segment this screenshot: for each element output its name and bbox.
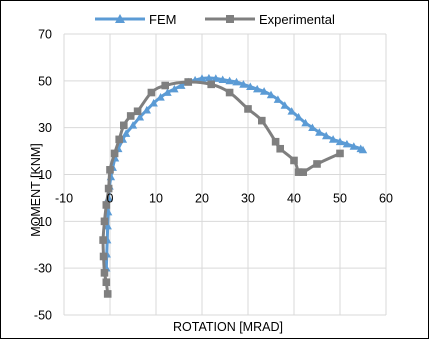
point-experimental [258,116,266,125]
point-experimental [110,149,119,158]
x-tick-label: 50 [333,191,347,205]
point-experimental [120,121,128,130]
series-line-experimental [101,80,342,296]
point-experimental [102,278,111,287]
point-experimental [244,105,252,113]
point-fem [358,145,368,154]
point-fem [315,128,324,136]
point-fem [218,75,227,84]
x-tick-label: 20 [195,191,209,205]
point-experimental [103,290,112,298]
point-experimental [102,201,111,209]
legend-fem-label: FEM [149,12,176,27]
point-experimental [271,137,280,146]
point-fem [253,84,262,93]
point-experimental [294,168,303,176]
point-fem [322,131,331,140]
point-experimental [126,112,135,120]
point-fem [301,118,310,127]
point-fem [266,90,276,99]
legend-experimental-label: Experimental [259,12,335,27]
point-fem [335,137,345,146]
point-fem [232,77,241,86]
point-fem [308,123,317,132]
point-fem [177,81,186,89]
point-fem [211,74,220,82]
point-experimental [225,88,234,97]
x-tick-label: 30 [241,191,255,205]
y-tick-label: -30 [34,262,52,276]
y-tick-label: 30 [38,121,52,135]
point-fem [246,82,255,91]
point-fem [128,121,138,129]
point-experimental [276,144,284,153]
point-experimental [184,78,192,86]
point-experimental [100,269,109,277]
x-tick-label: 0 [107,191,114,205]
point-fem [197,74,207,82]
point-experimental [115,135,123,144]
point-experimental [313,160,321,168]
y-tick-label: -50 [34,309,52,323]
x-tick-label: 10 [149,191,163,205]
legend: FEM Experimental [95,12,335,27]
series-line-fem [104,76,365,270]
point-fem [259,87,269,95]
point-experimental [299,168,307,176]
x-axis-title: ROTATION [MRAD] [173,320,283,334]
point-experimental [133,107,142,116]
y-tick-label: 50 [38,74,52,88]
x-tick-label: 60 [379,191,393,205]
point-fem [149,98,158,107]
point-fem [239,80,248,88]
point-fem [156,93,165,101]
point-fem [342,139,352,148]
point-fem [328,135,338,143]
point-fem [349,142,358,150]
point-fem [204,73,214,82]
legend-fem-marker [115,14,125,23]
y-tick-label: 10 [38,168,52,182]
point-fem [135,112,145,121]
point-fem [225,76,234,85]
point-experimental [104,184,113,193]
point-experimental [106,166,114,174]
y-axis-title: MOMENT [KNM] [29,143,43,237]
point-experimental [336,149,344,158]
point-experimental [207,80,215,89]
point-experimental [147,88,156,97]
point-experimental [99,252,108,261]
point-fem [170,84,179,93]
point-experimental [100,217,109,226]
point-fem [287,107,296,115]
point-experimental [99,236,107,244]
point-fem [280,101,289,109]
point-fem [294,112,303,121]
y-tick-label: -10 [34,215,52,229]
point-fem [163,88,172,96]
point-experimental [290,156,298,165]
legend-experimental-marker [226,15,234,23]
point-fem [103,221,112,230]
y-tick-label: 70 [38,28,52,42]
point-fem [121,129,131,137]
x-tick-label: -10 [55,191,73,205]
point-experimental [161,81,169,90]
point-fem [142,105,151,114]
series-layer [99,73,368,298]
x-tick-label: 40 [287,191,301,205]
point-fem [273,95,283,103]
